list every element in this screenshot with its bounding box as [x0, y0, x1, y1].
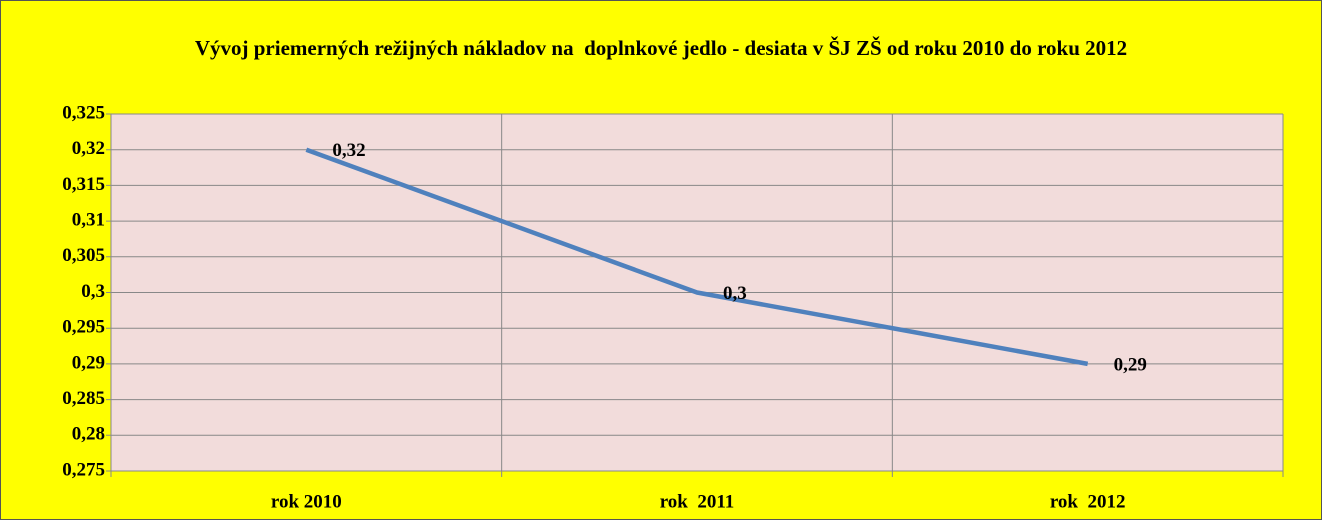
y-tick-label: 0,28	[72, 424, 105, 445]
y-tick-label: 0,31	[72, 209, 105, 230]
x-tick-label: rok 2010	[271, 491, 342, 512]
y-tick-label: 0,295	[62, 317, 105, 338]
data-label: 0,3	[723, 283, 747, 304]
x-tick-label: rok 2011	[660, 491, 735, 512]
line	[305, 147, 1089, 367]
y-tick-label: 0,29	[72, 352, 105, 373]
y-tick-label: 0,275	[62, 459, 105, 480]
chart-title: Vývoj priemerných režijných nákladov na …	[194, 36, 1128, 60]
y-tick-label: 0,315	[62, 174, 105, 195]
data-label: 0,29	[1114, 354, 1147, 375]
data-label: 0,32	[332, 140, 365, 161]
y-tick-label: 0,32	[72, 138, 105, 159]
x-tick-label: rok 2012	[1050, 491, 1126, 512]
y-tick-label: 0,285	[62, 388, 105, 409]
y-tick-label: 0,325	[62, 102, 105, 123]
y-tick-label: 0,3	[81, 281, 105, 302]
y-tick-label: 0,305	[62, 245, 105, 266]
